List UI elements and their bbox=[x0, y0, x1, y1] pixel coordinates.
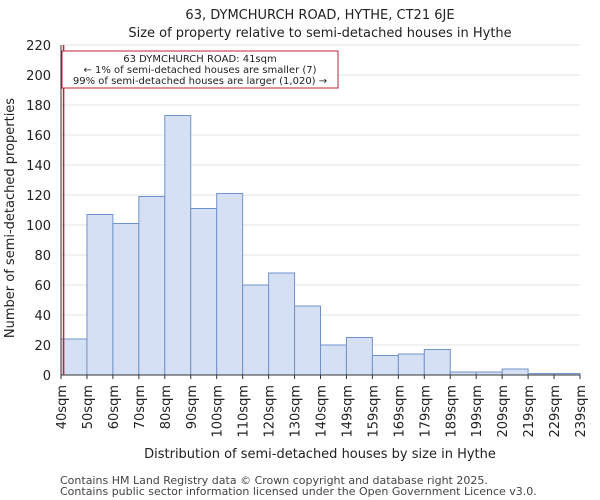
x-tick-label: 100sqm bbox=[211, 385, 226, 438]
x-tick-label: 149sqm bbox=[340, 385, 355, 438]
x-tick-label: 169sqm bbox=[392, 385, 407, 438]
histogram-bar bbox=[320, 344, 347, 376]
histogram-bar bbox=[345, 337, 373, 376]
bars-group bbox=[60, 115, 581, 376]
histogram-bar bbox=[190, 208, 218, 376]
footer-line-1: Contains HM Land Registry data © Crown c… bbox=[60, 474, 488, 487]
histogram-bar bbox=[268, 272, 296, 376]
x-axis-label: Distribution of semi-detached houses by … bbox=[144, 447, 496, 462]
chart-title: 63, DYMCHURCH ROAD, HYTHE, CT21 6JE bbox=[185, 8, 454, 23]
footer-line-2: Contains public sector information licen… bbox=[60, 485, 537, 498]
x-tick-label: 50sqm bbox=[81, 385, 96, 429]
x-tick-label: 239sqm bbox=[574, 385, 589, 438]
annotation-box bbox=[61, 50, 339, 89]
x-tick-label: 209sqm bbox=[496, 385, 511, 438]
histogram-bar bbox=[86, 214, 114, 376]
x-tick-label: 130sqm bbox=[289, 385, 304, 438]
y-tick-label: 180 bbox=[26, 99, 51, 114]
y-tick-label: 20 bbox=[34, 339, 51, 354]
x-tick-label: 60sqm bbox=[107, 385, 122, 429]
histogram-bar bbox=[397, 353, 425, 376]
histogram-bar bbox=[60, 338, 88, 376]
x-tick-label: 40sqm bbox=[55, 385, 70, 429]
annotation-line: ← 1% of semi-detached houses are smaller… bbox=[83, 65, 316, 76]
x-tick-label: 80sqm bbox=[159, 385, 174, 429]
x-tick-label: 189sqm bbox=[444, 385, 459, 438]
annotation-line: 99% of semi-detached houses are larger (… bbox=[73, 76, 327, 87]
x-tick-label: 199sqm bbox=[470, 385, 485, 438]
x-tick-label: 229sqm bbox=[548, 385, 563, 438]
y-tick-label: 100 bbox=[26, 219, 51, 234]
y-tick-label: 0 bbox=[43, 369, 51, 384]
annotation-line: 63 DYMCHURCH ROAD: 41sqm bbox=[123, 54, 277, 65]
histogram-bar bbox=[423, 349, 451, 376]
y-tick-label: 220 bbox=[26, 39, 51, 54]
property-marker: 63 DYMCHURCH ROAD: 41sqm← 1% of semi-det… bbox=[61, 45, 339, 375]
histogram-bar bbox=[112, 223, 140, 376]
y-tick-label: 160 bbox=[26, 129, 51, 144]
y-axis-label: Number of semi-detached properties bbox=[3, 98, 18, 338]
x-tick-label: 90sqm bbox=[185, 385, 200, 429]
histogram-bar bbox=[138, 196, 166, 376]
y-tick-label: 120 bbox=[26, 189, 51, 204]
x-tick-label: 219sqm bbox=[522, 385, 537, 438]
y-tick-labels: 0 20 40 60 80 100 120 140 160 180 200 220 bbox=[26, 39, 51, 384]
histogram-bar bbox=[216, 193, 244, 376]
x-tick-label: 120sqm bbox=[263, 385, 278, 438]
y-tick-label: 140 bbox=[26, 159, 51, 174]
y-tick-label: 40 bbox=[34, 309, 51, 324]
histogram-bar bbox=[164, 115, 192, 376]
x-tick-label: 159sqm bbox=[366, 385, 381, 438]
histogram-bar bbox=[242, 284, 270, 376]
x-tick-label: 140sqm bbox=[315, 385, 330, 438]
y-tick-label: 80 bbox=[34, 249, 51, 264]
x-tick-label: 70sqm bbox=[133, 385, 148, 429]
x-tick-label: 110sqm bbox=[237, 385, 252, 438]
x-tick-label: 179sqm bbox=[418, 385, 433, 438]
x-tick-labels: 40sqm 50sqm 60sqm 70sqm 80sqm 90sqm 100sqm 110s… bbox=[55, 375, 589, 438]
histogram-bar bbox=[371, 355, 399, 376]
y-tick-label: 200 bbox=[26, 69, 51, 84]
y-tick-label: 60 bbox=[34, 279, 51, 294]
chart-subtitle: Size of property relative to semi-detach… bbox=[128, 26, 511, 41]
histogram-bar bbox=[294, 305, 321, 376]
histogram-bar bbox=[501, 368, 529, 376]
